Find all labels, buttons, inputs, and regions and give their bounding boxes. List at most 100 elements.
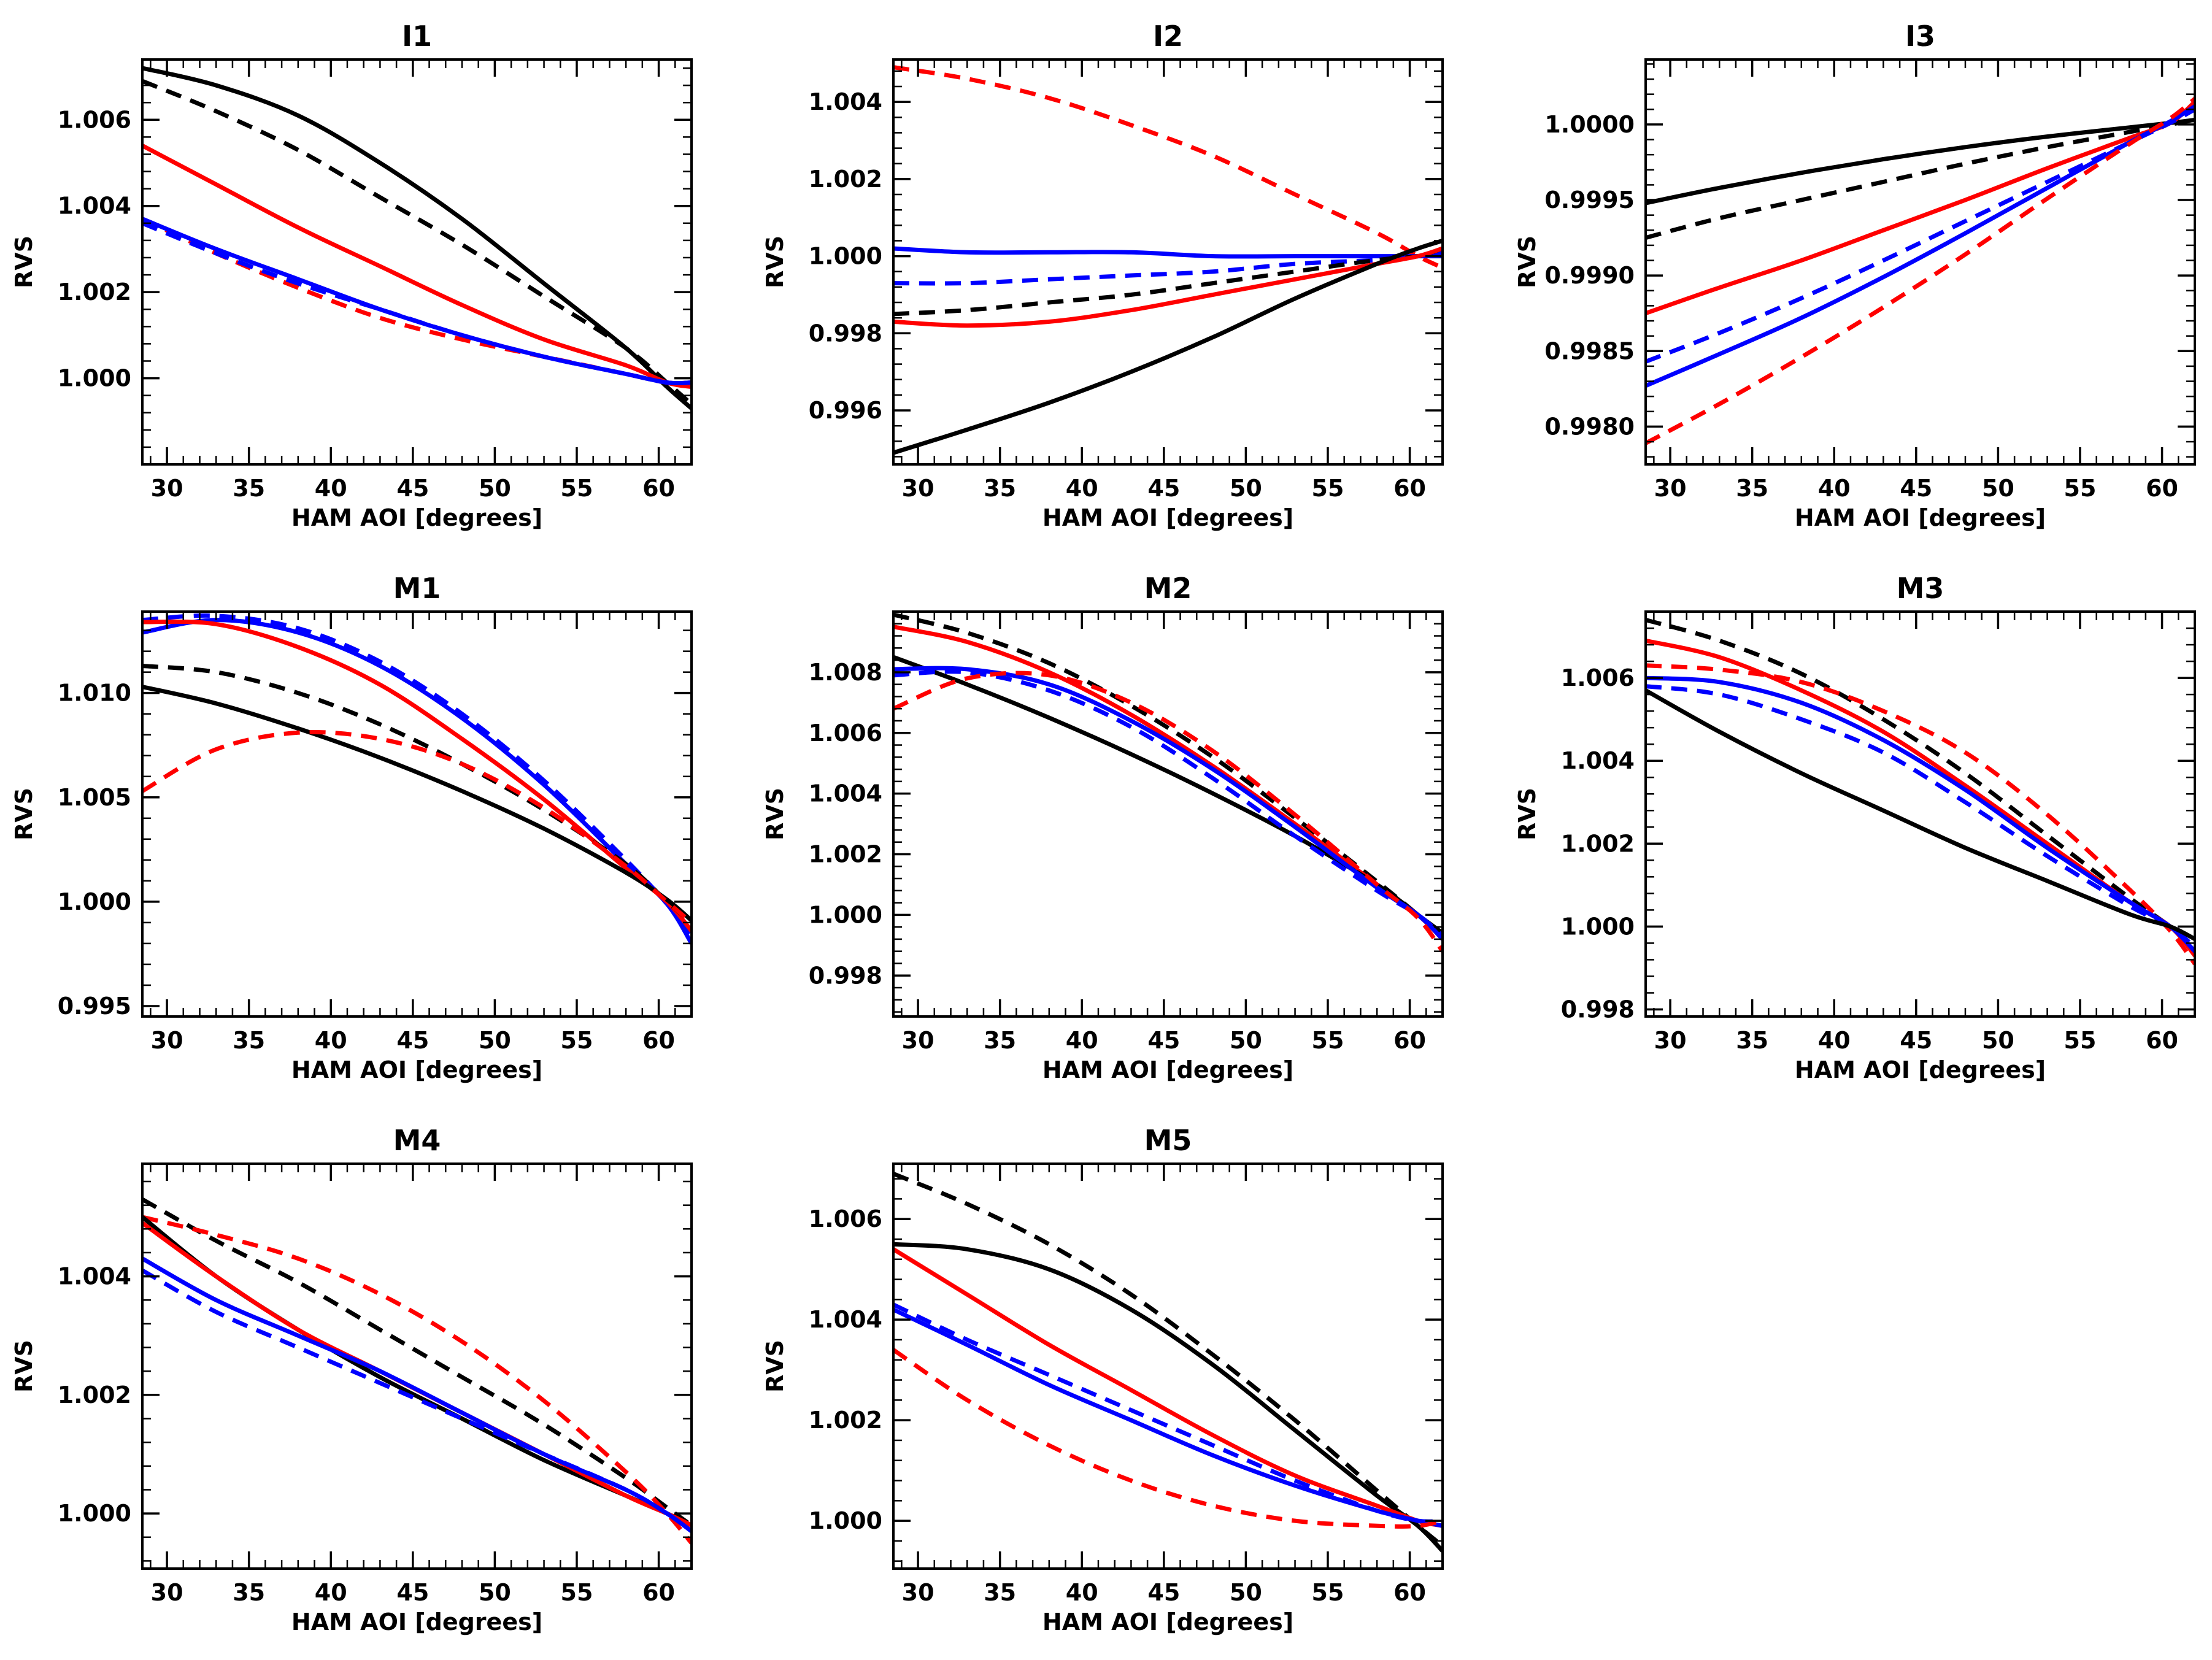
y-axis-label: RVS [761, 236, 788, 288]
minor-ticks [893, 612, 1444, 1016]
x-axis-label: HAM AOI [degrees] [1042, 1608, 1293, 1635]
series-group [142, 1197, 692, 1545]
panel-i1: 30 35 40 45 50 55 60 1.000 1.002 1.004 1.006 I1 HAM … [10, 20, 693, 531]
y-tick-label: 1.010 [58, 680, 131, 707]
y-axis-label: RVS [10, 236, 37, 288]
panel-m5: 30 35 40 45 50 55 60 1.000 1.002 1.004 1.006 M5 HAM … [761, 1124, 1444, 1635]
y-tick-label: 1.000 [1561, 913, 1635, 940]
x-tick-label: 55 [1312, 1027, 1344, 1054]
x-tick-label: 30 [902, 1579, 935, 1606]
series-group [1646, 97, 2195, 445]
series-line-blue-solid [893, 1307, 1443, 1528]
y-tick-label: 1.000 [58, 888, 131, 915]
x-tick-label: 55 [561, 475, 593, 502]
x-tick-label: 60 [642, 1579, 675, 1606]
y-tick-label: 1.002 [58, 279, 131, 305]
series-line-blue-dashed [142, 613, 692, 937]
x-tick-label: 30 [151, 475, 183, 502]
series-line-blue-solid [893, 246, 1443, 259]
series-line-red-solid [142, 144, 692, 390]
x-tick-label: 60 [642, 475, 675, 502]
plot-frame [892, 1162, 1444, 1570]
y-tick-label: 0.998 [809, 962, 882, 989]
y-tick-label: 1.004 [1561, 747, 1635, 774]
y-axis-label: RVS [10, 1340, 37, 1393]
x-tick-label: 60 [2146, 475, 2178, 502]
series-line-blue-solid [1646, 104, 2195, 388]
y-tick-label: 1.000 [58, 365, 131, 392]
x-tick-label: 30 [1654, 1027, 1687, 1054]
series-line-blue-dashed [142, 1268, 692, 1533]
series-line-black-solid [1646, 688, 2195, 941]
y-tick-label: 1.002 [809, 1407, 882, 1434]
x-axis-label: HAM AOI [degrees] [1795, 1056, 2046, 1083]
x-tick-label: 45 [396, 1579, 429, 1606]
x-tick-label: 50 [1982, 1027, 2014, 1054]
series-line-blue-solid [893, 666, 1443, 941]
series-line-blue-dashed [142, 221, 692, 386]
x-axis-label: HAM AOI [degrees] [1042, 504, 1293, 531]
y-tick-label: 1.006 [58, 106, 131, 133]
x-tick-label: 55 [2064, 1027, 2097, 1054]
series-line-red-dashed [893, 1348, 1443, 1529]
series-line-black-solid [893, 655, 1443, 935]
x-tick-label: 40 [315, 1579, 347, 1606]
x-axis-label: HAM AOI [degrees] [1795, 504, 2046, 531]
series-line-black-solid [142, 685, 692, 923]
series-line-red-dashed [893, 65, 1443, 270]
panel-i2: 30 35 40 45 50 55 60 0.996 0.998 1.000 1.002 1.004 I… [761, 20, 1444, 531]
panel-i3: 30 35 40 45 50 55 60 0.9980 0.9985 0.9990 0.9995 1.… [1514, 20, 2196, 531]
y-tick-label: 1.002 [809, 841, 882, 868]
series-line-blue-solid [1646, 675, 2195, 953]
x-tick-label: 35 [984, 1579, 1016, 1606]
y-tick-label: 1.008 [809, 659, 882, 686]
panel-title: I2 [1153, 20, 1183, 53]
x-tick-label: 60 [1393, 475, 1426, 502]
plot-frame [141, 610, 693, 1018]
x-tick-label: 50 [1982, 475, 2014, 502]
series-line-red-solid [142, 619, 692, 932]
panel-m2: 30 35 40 45 50 55 60 0.998 1.000 1.002 1.004 1.006 1… [761, 572, 1444, 1083]
series-line-red-dashed [1646, 663, 2195, 966]
y-axis-label: RVS [761, 1340, 788, 1393]
series-group [893, 65, 1443, 455]
plot-frame [892, 610, 1444, 1018]
y-tick-label: 0.9990 [1544, 262, 1635, 289]
panel-title: M2 [1144, 572, 1192, 605]
x-tick-label: 40 [1066, 1027, 1098, 1054]
series-line-black-dashed [142, 1197, 692, 1527]
panel-title: M1 [393, 572, 441, 605]
x-tick-label: 50 [1230, 1027, 1262, 1054]
x-tick-label: 55 [561, 1027, 593, 1054]
panel-title: M4 [393, 1124, 441, 1157]
panel-title: M3 [1897, 572, 1944, 605]
plot-frame [1644, 58, 2196, 466]
x-tick-label: 40 [315, 475, 347, 502]
y-tick-label: 0.9995 [1544, 186, 1635, 213]
series-line-red-dashed [142, 1215, 692, 1545]
x-tick-label: 45 [1900, 1027, 1932, 1054]
x-tick-label: 35 [984, 475, 1016, 502]
x-tick-label: 45 [1147, 1579, 1180, 1606]
series-line-red-dashed [1646, 97, 2195, 445]
panel-m1: 30 35 40 45 50 55 60 0.995 1.000 1.005 1.010 M1 HAM … [10, 572, 693, 1083]
x-tick-label: 35 [1736, 475, 1768, 502]
plot-frame [1644, 610, 2196, 1018]
series-line-red-solid [893, 246, 1443, 328]
series-line-black-dashed [142, 79, 692, 406]
x-tick-label: 30 [151, 1027, 183, 1054]
x-tick-label: 35 [984, 1027, 1016, 1054]
y-tick-label: 0.998 [1561, 996, 1635, 1023]
plot-frame [892, 58, 1444, 466]
series-group [142, 613, 692, 945]
series-line-red-dashed [142, 729, 692, 924]
y-tick-label: 1.0000 [1544, 111, 1635, 138]
panel-title: I1 [402, 20, 432, 53]
x-tick-label: 35 [233, 1027, 265, 1054]
y-tick-label: 0.9980 [1544, 413, 1635, 440]
y-tick-label: 1.004 [809, 780, 882, 807]
x-tick-label: 35 [233, 1579, 265, 1606]
y-tick-label: 1.005 [58, 784, 131, 811]
y-tick-label: 1.006 [809, 1205, 882, 1232]
